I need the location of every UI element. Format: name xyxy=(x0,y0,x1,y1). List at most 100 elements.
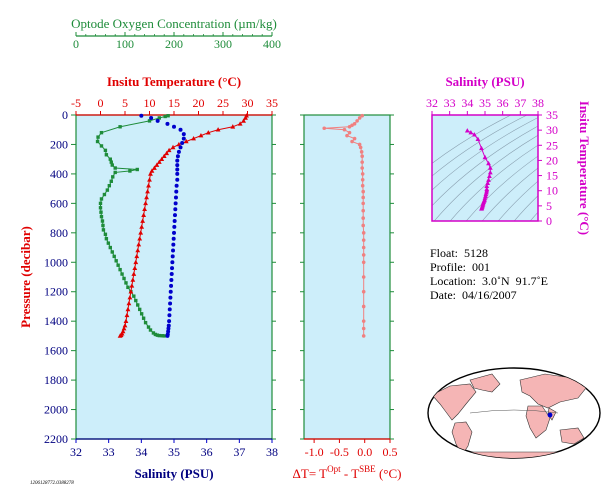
dt-point xyxy=(360,113,364,118)
salinity-point xyxy=(175,171,180,176)
oxygen-point xyxy=(110,250,114,254)
temperature-point xyxy=(122,323,128,328)
pressure-tick-label: 0 xyxy=(62,108,68,122)
dt-tick-label: -0.5 xyxy=(330,445,349,459)
ts-temperature-tick-label: 5 xyxy=(546,199,552,213)
temperature-tick-label: 20 xyxy=(193,96,205,110)
temperature-line xyxy=(119,115,247,337)
temperature-point xyxy=(132,265,138,270)
pressure-tick-label: 1600 xyxy=(44,344,68,358)
ts-point xyxy=(485,180,491,185)
ts-salinity-tick-label: 38 xyxy=(532,96,544,110)
profile-line: Profile: 001 xyxy=(430,260,548,274)
salinity-point xyxy=(166,326,171,331)
salinity-point xyxy=(175,158,180,163)
ts-point xyxy=(487,165,493,170)
salinity-tick-label: 33 xyxy=(103,445,115,459)
salinity-point xyxy=(170,254,175,259)
ticks-layer: 0200400600800100012001400160018002000220… xyxy=(44,32,558,459)
oxygen-point xyxy=(163,114,167,119)
salinity-point xyxy=(167,319,172,324)
temperature-tick-label: 5 xyxy=(122,96,128,110)
temperature-tick-label: 0 xyxy=(98,96,104,110)
ts-point xyxy=(483,191,489,197)
temperature-axis-title: Insitu Temperature (°C) xyxy=(107,74,241,89)
salinity-point xyxy=(176,149,181,154)
dt-point xyxy=(360,166,364,170)
salinity-point xyxy=(173,201,178,206)
salinity-point xyxy=(171,248,176,253)
salinity-point xyxy=(172,124,176,129)
ts-salinity-tick-label: 35 xyxy=(479,96,491,110)
salinity-point xyxy=(175,154,180,159)
ts-point xyxy=(487,169,493,175)
temperature-point xyxy=(140,218,146,223)
temperature-point xyxy=(198,133,204,138)
oxygen-point xyxy=(108,245,112,250)
salinity-point xyxy=(172,213,177,218)
dt-point xyxy=(361,189,365,194)
temperature-point xyxy=(124,312,130,318)
dt-point xyxy=(355,119,359,123)
oxygen-point xyxy=(146,325,151,329)
pressure-tick-label: 1800 xyxy=(44,373,68,387)
salinity-point xyxy=(167,307,172,312)
dt-point xyxy=(352,136,357,141)
pressure-tick-label: 2000 xyxy=(44,403,68,417)
temperature-point xyxy=(117,333,123,338)
dt-point xyxy=(361,304,366,309)
oxygen-point xyxy=(106,241,111,245)
temperature-point xyxy=(205,130,211,135)
salinity-point xyxy=(181,132,186,137)
dt-point xyxy=(350,139,354,144)
oxygen-point xyxy=(109,160,113,164)
ts-density-contour xyxy=(432,115,528,177)
salinity-tick-label: 37 xyxy=(233,445,245,459)
oxygen-point xyxy=(143,320,148,325)
temperature-point xyxy=(144,194,149,200)
map-landmass xyxy=(469,373,501,393)
temperature-point xyxy=(230,124,236,129)
world-map xyxy=(427,367,601,459)
footer-id: 1206128772.0388278 xyxy=(30,481,74,486)
oxygen-point xyxy=(122,276,126,281)
salinity-point xyxy=(168,295,173,300)
dt-point xyxy=(360,183,365,188)
main-plot-area xyxy=(76,115,272,439)
temperature-point xyxy=(135,247,141,253)
dt-point xyxy=(361,195,365,200)
temperature-point xyxy=(156,159,162,164)
ts-salinity-tick-label: 37 xyxy=(514,96,526,110)
float-id-line: Float: 5128 xyxy=(430,246,548,260)
oxygen-tick-label: 200 xyxy=(165,37,183,51)
dt-axis-title: ΔT= TOpt - TSBE (°C) xyxy=(293,464,402,481)
salinity-point xyxy=(165,333,170,338)
salinity-point xyxy=(173,207,178,212)
temperature-point xyxy=(130,277,136,282)
ts-point xyxy=(486,160,491,166)
dt-point xyxy=(347,130,352,135)
location-text: Location: 3.0˚N 91.7˚E xyxy=(430,274,548,288)
temperature-point xyxy=(183,138,189,144)
salinity-point xyxy=(170,260,175,265)
oxygen-point xyxy=(157,333,161,338)
oxygen-point xyxy=(120,272,124,276)
ts-temperature-tick-label: 25 xyxy=(546,138,558,152)
profile-text: Profile: 001 xyxy=(430,260,490,274)
float-info: Float: 5128 Profile: 001 Location: 3.0˚N… xyxy=(430,246,548,302)
ts-temperature-tick-label: 35 xyxy=(546,108,558,122)
salinity-tick-label: 38 xyxy=(266,445,278,459)
salinity-point xyxy=(172,219,177,224)
ts-point xyxy=(468,129,474,135)
pressure-tick-label: 1400 xyxy=(44,314,68,328)
salinity-tick-label: 36 xyxy=(201,445,213,459)
dt-point xyxy=(322,126,327,131)
ts-density-contour xyxy=(433,134,538,221)
salinity-tick-label: 32 xyxy=(70,445,82,459)
dt-title-mid: - T xyxy=(341,466,360,481)
salinity-point xyxy=(175,167,180,172)
map-landmass xyxy=(519,373,587,409)
temperature-point xyxy=(159,156,165,161)
salinity-point xyxy=(170,266,175,271)
ts-temperature-tick-label: 0 xyxy=(546,214,552,228)
